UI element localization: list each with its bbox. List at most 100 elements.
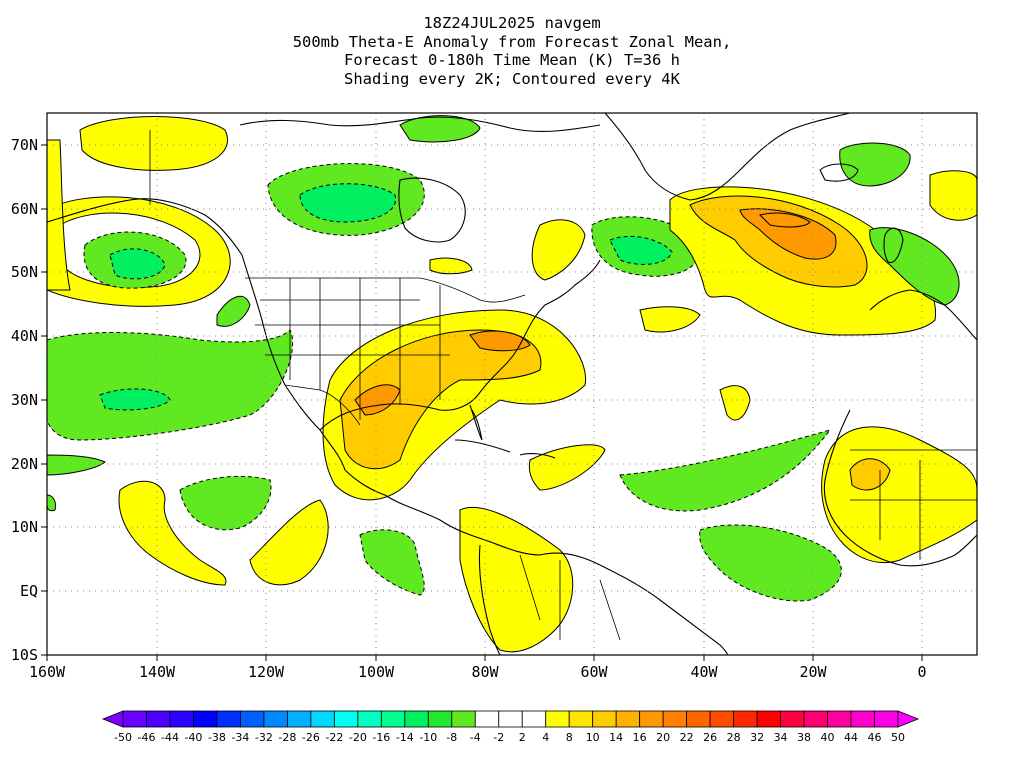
colorbar-swatch — [427, 710, 453, 728]
colorbar-swatch — [357, 710, 382, 728]
colorbar-label: -26 — [302, 731, 320, 744]
colorbar-swatch — [733, 710, 758, 728]
colorbar-swatch — [333, 710, 359, 728]
coastline-sa-west — [478, 544, 501, 655]
coastline-hispaniola — [519, 453, 556, 459]
anomaly-region — [459, 506, 574, 653]
anomaly-region — [249, 499, 329, 586]
lon-label: 120W — [248, 663, 285, 681]
title-line-2: 500mb Theta-E Anomaly from Forecast Zona… — [292, 32, 732, 51]
anomaly-region — [929, 170, 977, 221]
map-area — [47, 113, 977, 655]
us-canada-border — [245, 277, 526, 303]
anomaly-region — [118, 480, 227, 586]
colorbar-label: -28 — [278, 731, 296, 744]
anomaly-region — [109, 248, 166, 280]
lat-label: 20N — [11, 455, 38, 473]
colorbar-label: 32 — [750, 731, 764, 744]
colorbar-swatch — [615, 710, 641, 728]
plot-title: 18Z24JUL2025 navgem 500mb Theta-E Anomal… — [0, 14, 1024, 88]
lat-label: 40N — [11, 327, 38, 345]
anomaly-region — [531, 219, 586, 281]
coastline-iceland — [819, 163, 859, 182]
colorbar-label: 34 — [774, 731, 788, 744]
colorbar-label: 2 — [519, 731, 526, 744]
coastline-greenland — [604, 113, 851, 201]
colorbar-swatch — [263, 710, 288, 728]
colorbar-swatch — [686, 710, 711, 728]
anomaly-region — [47, 329, 294, 441]
colorbar-swatch — [662, 710, 688, 728]
lon-label: 20W — [799, 663, 827, 681]
lat-label: 60N — [11, 200, 38, 218]
colorbar-swatch — [216, 710, 241, 728]
colorbar-label: -32 — [255, 731, 273, 744]
colorbar-label: 8 — [566, 731, 573, 744]
colorbar-swatch — [286, 710, 312, 728]
sa-borders — [519, 554, 621, 641]
anomaly-region — [739, 208, 837, 260]
colorbar-label: -4 — [470, 731, 481, 744]
lon-label: 140W — [139, 663, 176, 681]
anomaly-region — [47, 139, 71, 291]
colorbar-swatch — [827, 710, 852, 728]
colorbar-label: -16 — [372, 731, 390, 744]
anomaly-region — [639, 306, 701, 333]
lat-label: 30N — [11, 391, 38, 409]
colorbar-swatch — [498, 710, 523, 728]
colorbar-label: -22 — [325, 731, 343, 744]
colorbar: -50 -46 -44 -40 -38 -34 -32 -28 -26 -22 -20 -16 -14-… — [101, 710, 920, 744]
colorbar-swatch — [451, 710, 476, 728]
colorbar-label: -46 — [138, 731, 156, 744]
lat-label: 10S — [11, 646, 38, 664]
lon-label: 80W — [471, 663, 499, 681]
lat-label: EQ — [20, 582, 38, 600]
coastline-cuba — [454, 439, 511, 453]
colorbar-label: 40 — [821, 731, 835, 744]
colorbar-swatch — [521, 710, 547, 728]
colorbar-swatch — [850, 710, 875, 728]
colorbar-swatch — [568, 710, 594, 728]
colorbar-swatch — [709, 710, 735, 728]
anomaly-region — [79, 116, 228, 171]
colorbar-label: 10 — [586, 731, 600, 744]
colorbar-label: 28 — [727, 731, 741, 744]
colorbar-label: 22 — [680, 731, 694, 744]
colorbar-swatch — [380, 710, 406, 728]
colorbar-label: 46 — [868, 731, 882, 744]
lat-label: 10N — [11, 518, 38, 536]
anomaly-shading — [47, 115, 977, 653]
coastline-africa — [823, 409, 977, 567]
anomaly-region — [179, 475, 272, 531]
colorbar-label: 16 — [633, 731, 647, 744]
coastline-north-america — [47, 198, 486, 541]
colorbar-swatch — [193, 710, 218, 728]
colorbar-swatch — [545, 710, 570, 728]
anomaly-region — [609, 235, 673, 265]
colorbar-swatch — [874, 710, 899, 728]
anomaly-region — [299, 183, 397, 223]
colorbar-swatch — [474, 710, 500, 728]
lon-label: 160W — [29, 663, 66, 681]
colorbar-label: -40 — [184, 731, 202, 744]
anomaly-region — [759, 212, 811, 228]
title-line-1: 18Z24JUL2025 navgem — [423, 14, 601, 32]
colorbar-label: 20 — [656, 731, 670, 744]
map-frame — [46, 112, 978, 656]
anomaly-region — [699, 524, 842, 602]
anomaly-region — [619, 429, 832, 512]
lon-label: 60W — [580, 663, 608, 681]
colorbar-label: -34 — [231, 731, 249, 744]
colorbar-swatch — [803, 710, 828, 728]
coastlines — [47, 113, 977, 655]
lon-label: 100W — [358, 663, 395, 681]
anomaly-region — [339, 329, 542, 470]
anomaly-region — [47, 454, 106, 476]
colorbar-label: -50 — [114, 731, 132, 744]
colorbar-label: 38 — [797, 731, 811, 744]
lon-label: 40W — [690, 663, 718, 681]
anomaly-region — [216, 295, 251, 327]
colorbar-swatch — [169, 710, 194, 728]
lon-labels: 160W 140W 120W 100W 80W 60W 40W 20W 0 — [29, 663, 927, 681]
